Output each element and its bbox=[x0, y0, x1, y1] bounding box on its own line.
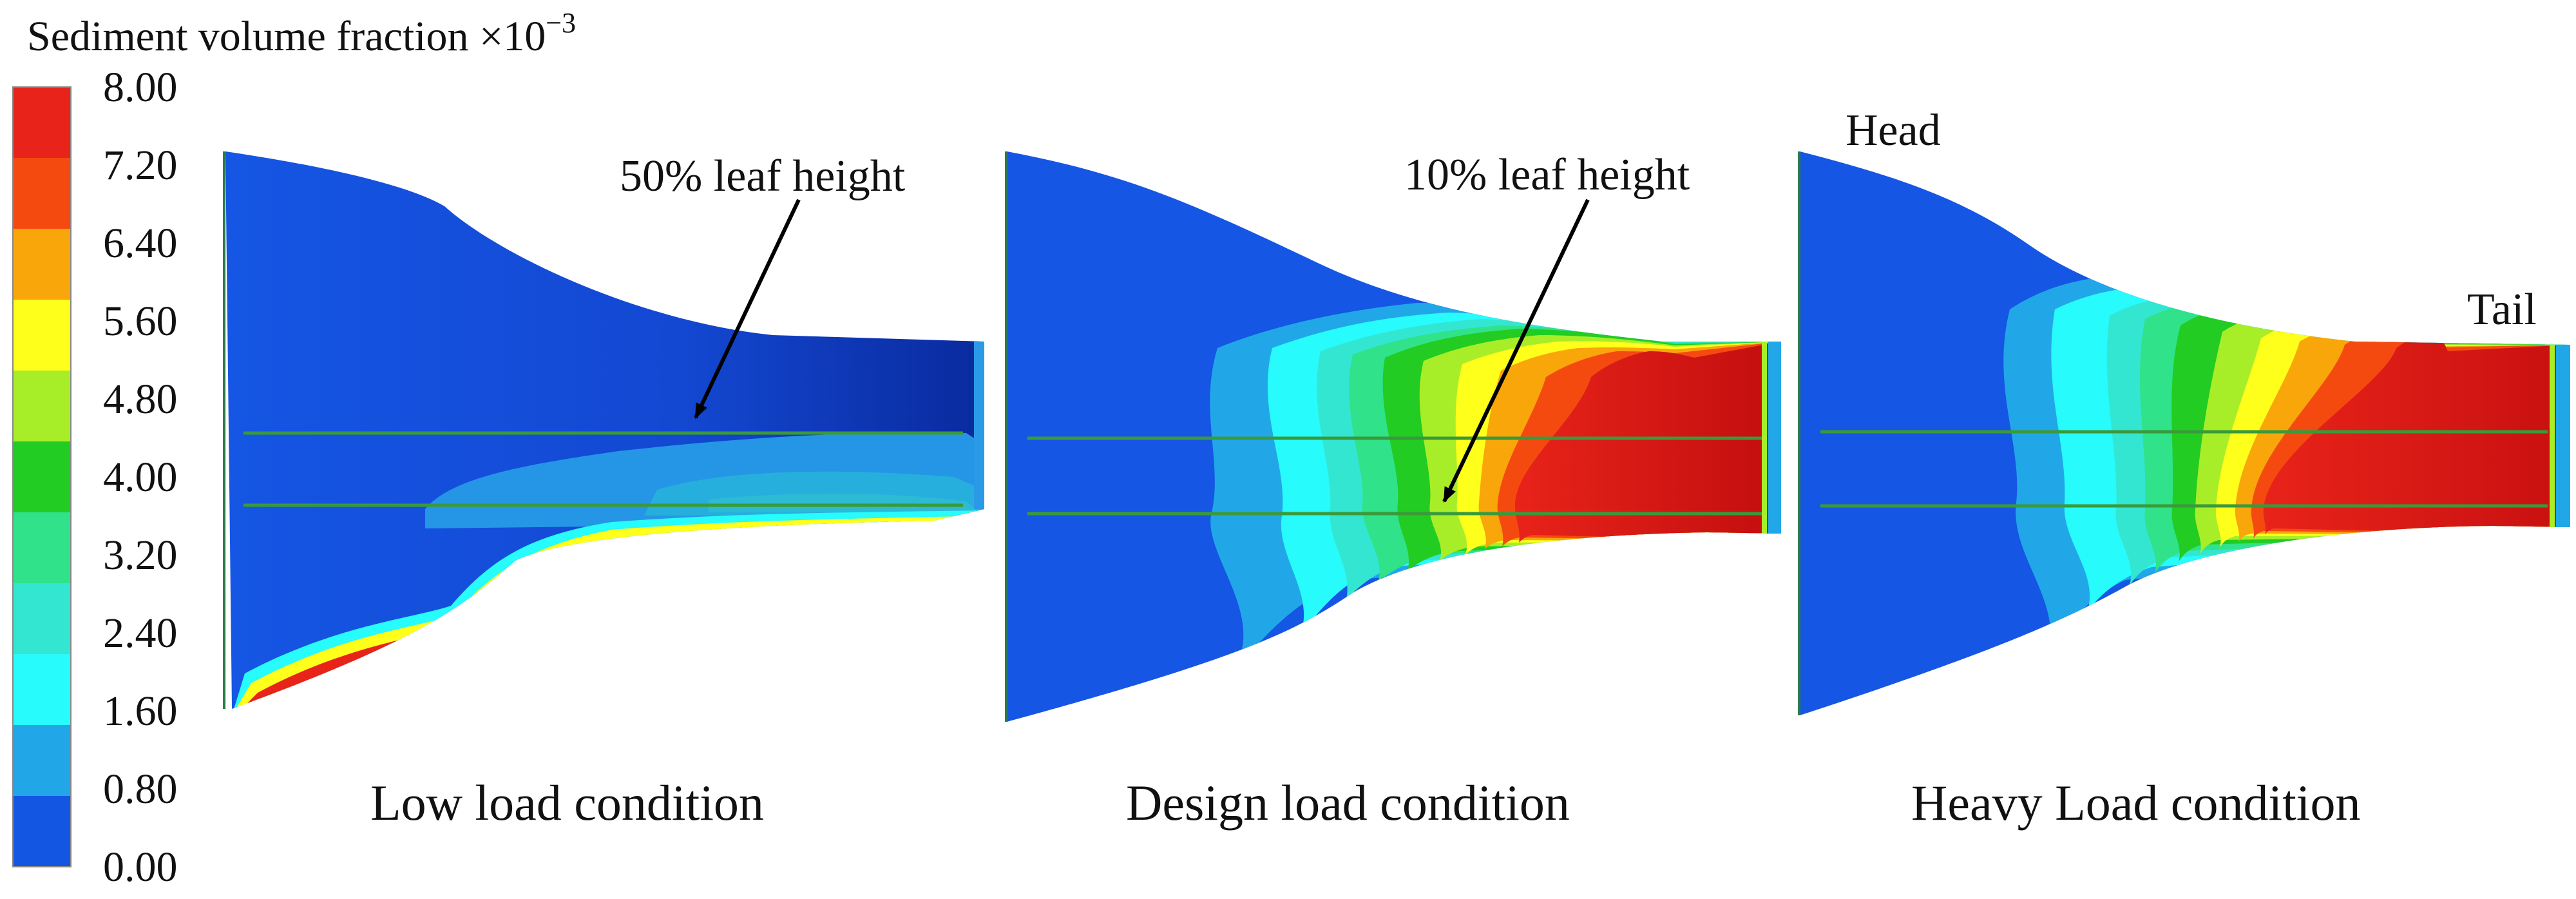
blade-tail-edge bbox=[2556, 345, 2570, 527]
colorbar-band bbox=[13, 229, 71, 300]
concentration-contours bbox=[1210, 303, 1781, 664]
colorbar-band bbox=[13, 87, 71, 159]
colorbar-tick-label: 2.40 bbox=[103, 610, 178, 657]
colorbar-tick-label: 4.00 bbox=[103, 454, 178, 501]
panel-design-load: 10% leaf height Design load condition bbox=[1005, 150, 1781, 831]
panel-label-design: Design load condition bbox=[1126, 775, 1570, 831]
colorbar-legend: Sediment volume fraction ×10−3 8.00 7.20 6… bbox=[12, 7, 576, 891]
colorbar-band bbox=[13, 371, 71, 442]
colorbar-tick-label: 4.80 bbox=[103, 376, 178, 423]
colorbar-tick-label: 0.80 bbox=[103, 766, 178, 813]
colorbar-tick-label: 7.20 bbox=[103, 142, 178, 189]
colorbar-band bbox=[13, 725, 71, 797]
panel-low-load: 50% leaf height Low load condition bbox=[223, 151, 984, 831]
annotation-10-percent: 10% leaf height bbox=[1404, 150, 1690, 200]
colorbar-band bbox=[13, 158, 71, 229]
colorbar-tick-label: 6.40 bbox=[103, 220, 178, 267]
colorbar-frame bbox=[12, 86, 72, 867]
colorbar-tick-label: 3.20 bbox=[103, 532, 178, 579]
colorbar-tick-label: 8.00 bbox=[103, 64, 178, 111]
colorbar-band bbox=[13, 441, 71, 513]
arrow-50-percent bbox=[694, 198, 801, 420]
colorbar-band bbox=[13, 583, 71, 655]
blade-tail-edge bbox=[974, 342, 984, 509]
blade-tail-contour bbox=[1762, 342, 1767, 534]
colorbar bbox=[12, 86, 72, 867]
colorbar-tick-labels: 8.00 7.20 6.40 5.60 4.80 4.00 3.20 2.40 1.60 0.80… bbox=[103, 64, 178, 891]
panel-label-low: Low load condition bbox=[370, 775, 764, 831]
panel-label-heavy: Heavy Load condition bbox=[1911, 775, 2360, 831]
panel-heavy-load: Head Tail Heavy Load condition bbox=[1798, 106, 2570, 831]
blade-tail-edge bbox=[1768, 342, 1781, 534]
annotation-50-percent: 50% leaf height bbox=[620, 151, 906, 201]
colorbar-band bbox=[13, 796, 71, 867]
colorbar-band bbox=[13, 654, 71, 726]
arrow-10-percent bbox=[1442, 198, 1590, 503]
blade-tail-contour bbox=[2550, 345, 2555, 527]
annotation-tail: Tail bbox=[2467, 285, 2537, 334]
colorbar-tick-label: 0.00 bbox=[103, 844, 178, 891]
blade-surface bbox=[225, 151, 984, 709]
colorbar-tick-label: 5.60 bbox=[103, 298, 178, 345]
legend-title: Sediment volume fraction ×10−3 bbox=[27, 7, 576, 60]
colorbar-band bbox=[13, 512, 71, 584]
colorbar-tick-label: 1.60 bbox=[103, 688, 178, 735]
colorbar-band bbox=[13, 300, 71, 371]
annotation-head: Head bbox=[1846, 106, 1941, 155]
